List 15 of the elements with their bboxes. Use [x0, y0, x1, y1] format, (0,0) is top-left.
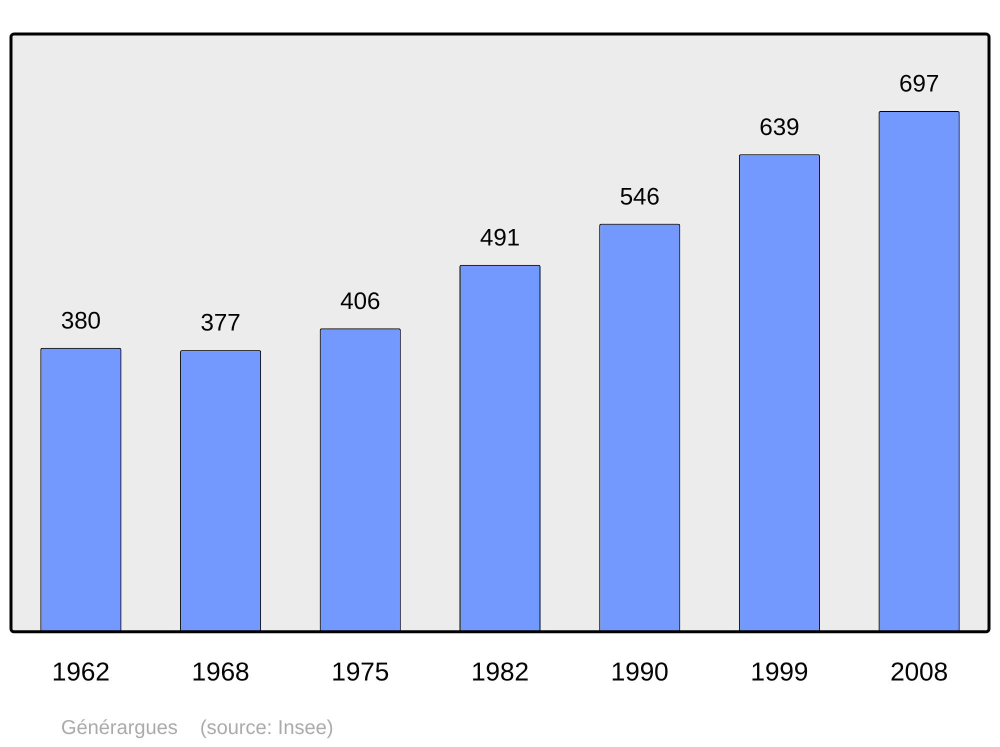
data-label: 639: [759, 114, 800, 141]
data-label: 377: [200, 310, 241, 337]
data-label: 491: [480, 224, 520, 252]
x-tick-label: 1990: [610, 656, 669, 687]
data-label: 697: [899, 70, 940, 98]
x-tick-label: 2008: [890, 656, 948, 687]
x-tick-label: 1999: [750, 656, 808, 687]
data-label: 380: [60, 307, 101, 334]
x-tick-label: 1975: [331, 656, 390, 687]
x-tick-label: 1982: [471, 656, 529, 687]
text: Générargues (source: Insee): [61, 717, 334, 740]
x-tick-label: 1962: [52, 656, 110, 687]
data-label: 546: [620, 183, 660, 210]
x-tick-label: 1968: [192, 656, 250, 687]
data-label: 406: [340, 288, 380, 316]
